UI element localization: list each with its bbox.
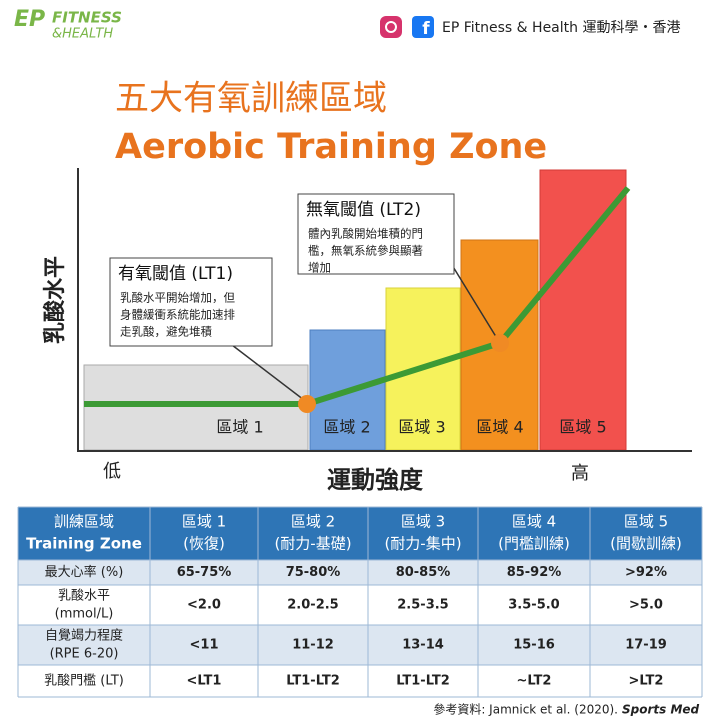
callout-text: 體內乳酸開始堆積的門 xyxy=(308,227,423,241)
table-cell: <11 xyxy=(190,638,219,653)
callout-pointer xyxy=(451,264,499,341)
table-cell: 15-16 xyxy=(513,638,555,653)
zone-label: 區域 2 xyxy=(323,418,370,437)
instagram-icon-lens xyxy=(385,21,397,33)
table-header-bg xyxy=(18,507,702,560)
lt1-point xyxy=(298,395,316,413)
reference: 參考資料: Jamnick et al. (2020). xyxy=(433,702,618,717)
lactate-curve xyxy=(84,186,631,407)
x-axis-label: 運動強度 xyxy=(327,466,424,494)
table-row-label: (mmol/L) xyxy=(55,607,114,622)
title-zh: 五大有氧訓練區域 xyxy=(115,79,387,119)
table-row-label: 乳酸門檻 (LT) xyxy=(44,673,124,689)
zone-label: 區域 3 xyxy=(398,418,445,437)
table-cell: LT1-LT2 xyxy=(396,674,450,689)
table-cell: 65-75% xyxy=(177,565,232,580)
table-cell: >92% xyxy=(625,565,667,580)
table-row-label: (RPE 6-20) xyxy=(50,647,119,662)
table-cell: >LT2 xyxy=(629,674,664,689)
reference-journal: Sports Med xyxy=(622,703,700,717)
table-header-cell: Training Zone xyxy=(26,535,142,553)
table-cell: 2.0-2.5 xyxy=(287,598,338,613)
callout-text: 檻，無氧系統參與顯著 xyxy=(308,244,423,258)
callout-box xyxy=(109,257,273,347)
table-header-cell: 訓練區域 xyxy=(54,513,114,531)
callout-text: 走乳酸，避免堆積 xyxy=(120,325,212,339)
table-header-cell: (間歇訓練) xyxy=(610,535,682,553)
zone-5-bar xyxy=(539,169,627,451)
y-axis-label: 乳酸水平 xyxy=(42,256,68,344)
table-header-cell: (耐力-集中) xyxy=(384,535,461,553)
table-cell: >5.0 xyxy=(629,598,663,613)
x-low-label: 低 xyxy=(103,461,121,482)
callout-pointer xyxy=(231,344,305,401)
table-cell: 13-14 xyxy=(402,638,444,653)
table-header-cell: 區域 1 xyxy=(182,513,226,531)
instagram-icon xyxy=(380,16,402,38)
title-en: Aerobic Training Zone xyxy=(115,127,547,167)
table-cell: ~LT2 xyxy=(517,674,552,689)
table-cell: <2.0 xyxy=(187,598,221,613)
table-cell: 80-85% xyxy=(396,565,451,580)
table-cell: 3.5-5.0 xyxy=(508,598,559,613)
table-cell: 75-80% xyxy=(286,565,341,580)
table-header-cell: 區域 3 xyxy=(401,513,445,531)
brand: EP Fitness & Health 運動科學・香港 xyxy=(442,20,680,36)
x-high-label: 高 xyxy=(571,463,589,484)
facebook-icon xyxy=(412,16,434,38)
table-header-cell: 區域 4 xyxy=(512,513,556,531)
table-row-label: 乳酸水平 xyxy=(58,589,110,604)
callout-text: 乳酸水平開始增加，但 xyxy=(120,291,235,305)
logo-main: FITNESS xyxy=(52,9,122,27)
table-row-bg xyxy=(18,560,702,585)
facebook-f: f xyxy=(422,19,430,39)
table-cell: <LT1 xyxy=(187,674,222,689)
zone-label: 區域 1 xyxy=(216,418,263,437)
callout-title: 有氧閾值 (LT1) xyxy=(118,264,233,284)
zone-label: 區域 5 xyxy=(559,418,606,437)
zone-1-area xyxy=(83,364,309,451)
zone-label: 區域 4 xyxy=(476,418,523,437)
lt2-point xyxy=(491,334,509,352)
table-cell: LT1-LT2 xyxy=(286,674,340,689)
table-header-cell: (門檻訓練) xyxy=(498,535,570,553)
logo-ep: EP xyxy=(14,7,45,32)
callout-title: 無氧閾值 (LT2) xyxy=(306,200,421,220)
table-cell: 17-19 xyxy=(625,638,667,653)
table-header-cell: 區域 2 xyxy=(291,513,335,531)
table-header-cell: (恢復) xyxy=(183,535,225,553)
table-row-label: 最大心率 (%) xyxy=(45,564,124,580)
callout-box xyxy=(297,193,455,275)
table-row-label: 自覺竭力程度 xyxy=(45,628,123,644)
table-cell: 2.5-3.5 xyxy=(397,598,448,613)
logo-sub: &HEALTH xyxy=(52,27,113,42)
table-cell: 85-92% xyxy=(507,565,562,580)
callout-text: 身體緩衝系統能加速排 xyxy=(120,308,235,322)
table-cell: 11-12 xyxy=(292,638,334,653)
table-row-bg xyxy=(18,585,702,625)
table-row-bg xyxy=(18,625,702,665)
table-header-cell: (耐力-基礎) xyxy=(274,535,351,553)
table-row-bg xyxy=(18,665,702,697)
callout-text: 增加 xyxy=(308,261,331,275)
table-header-cell: 區域 5 xyxy=(624,513,668,531)
